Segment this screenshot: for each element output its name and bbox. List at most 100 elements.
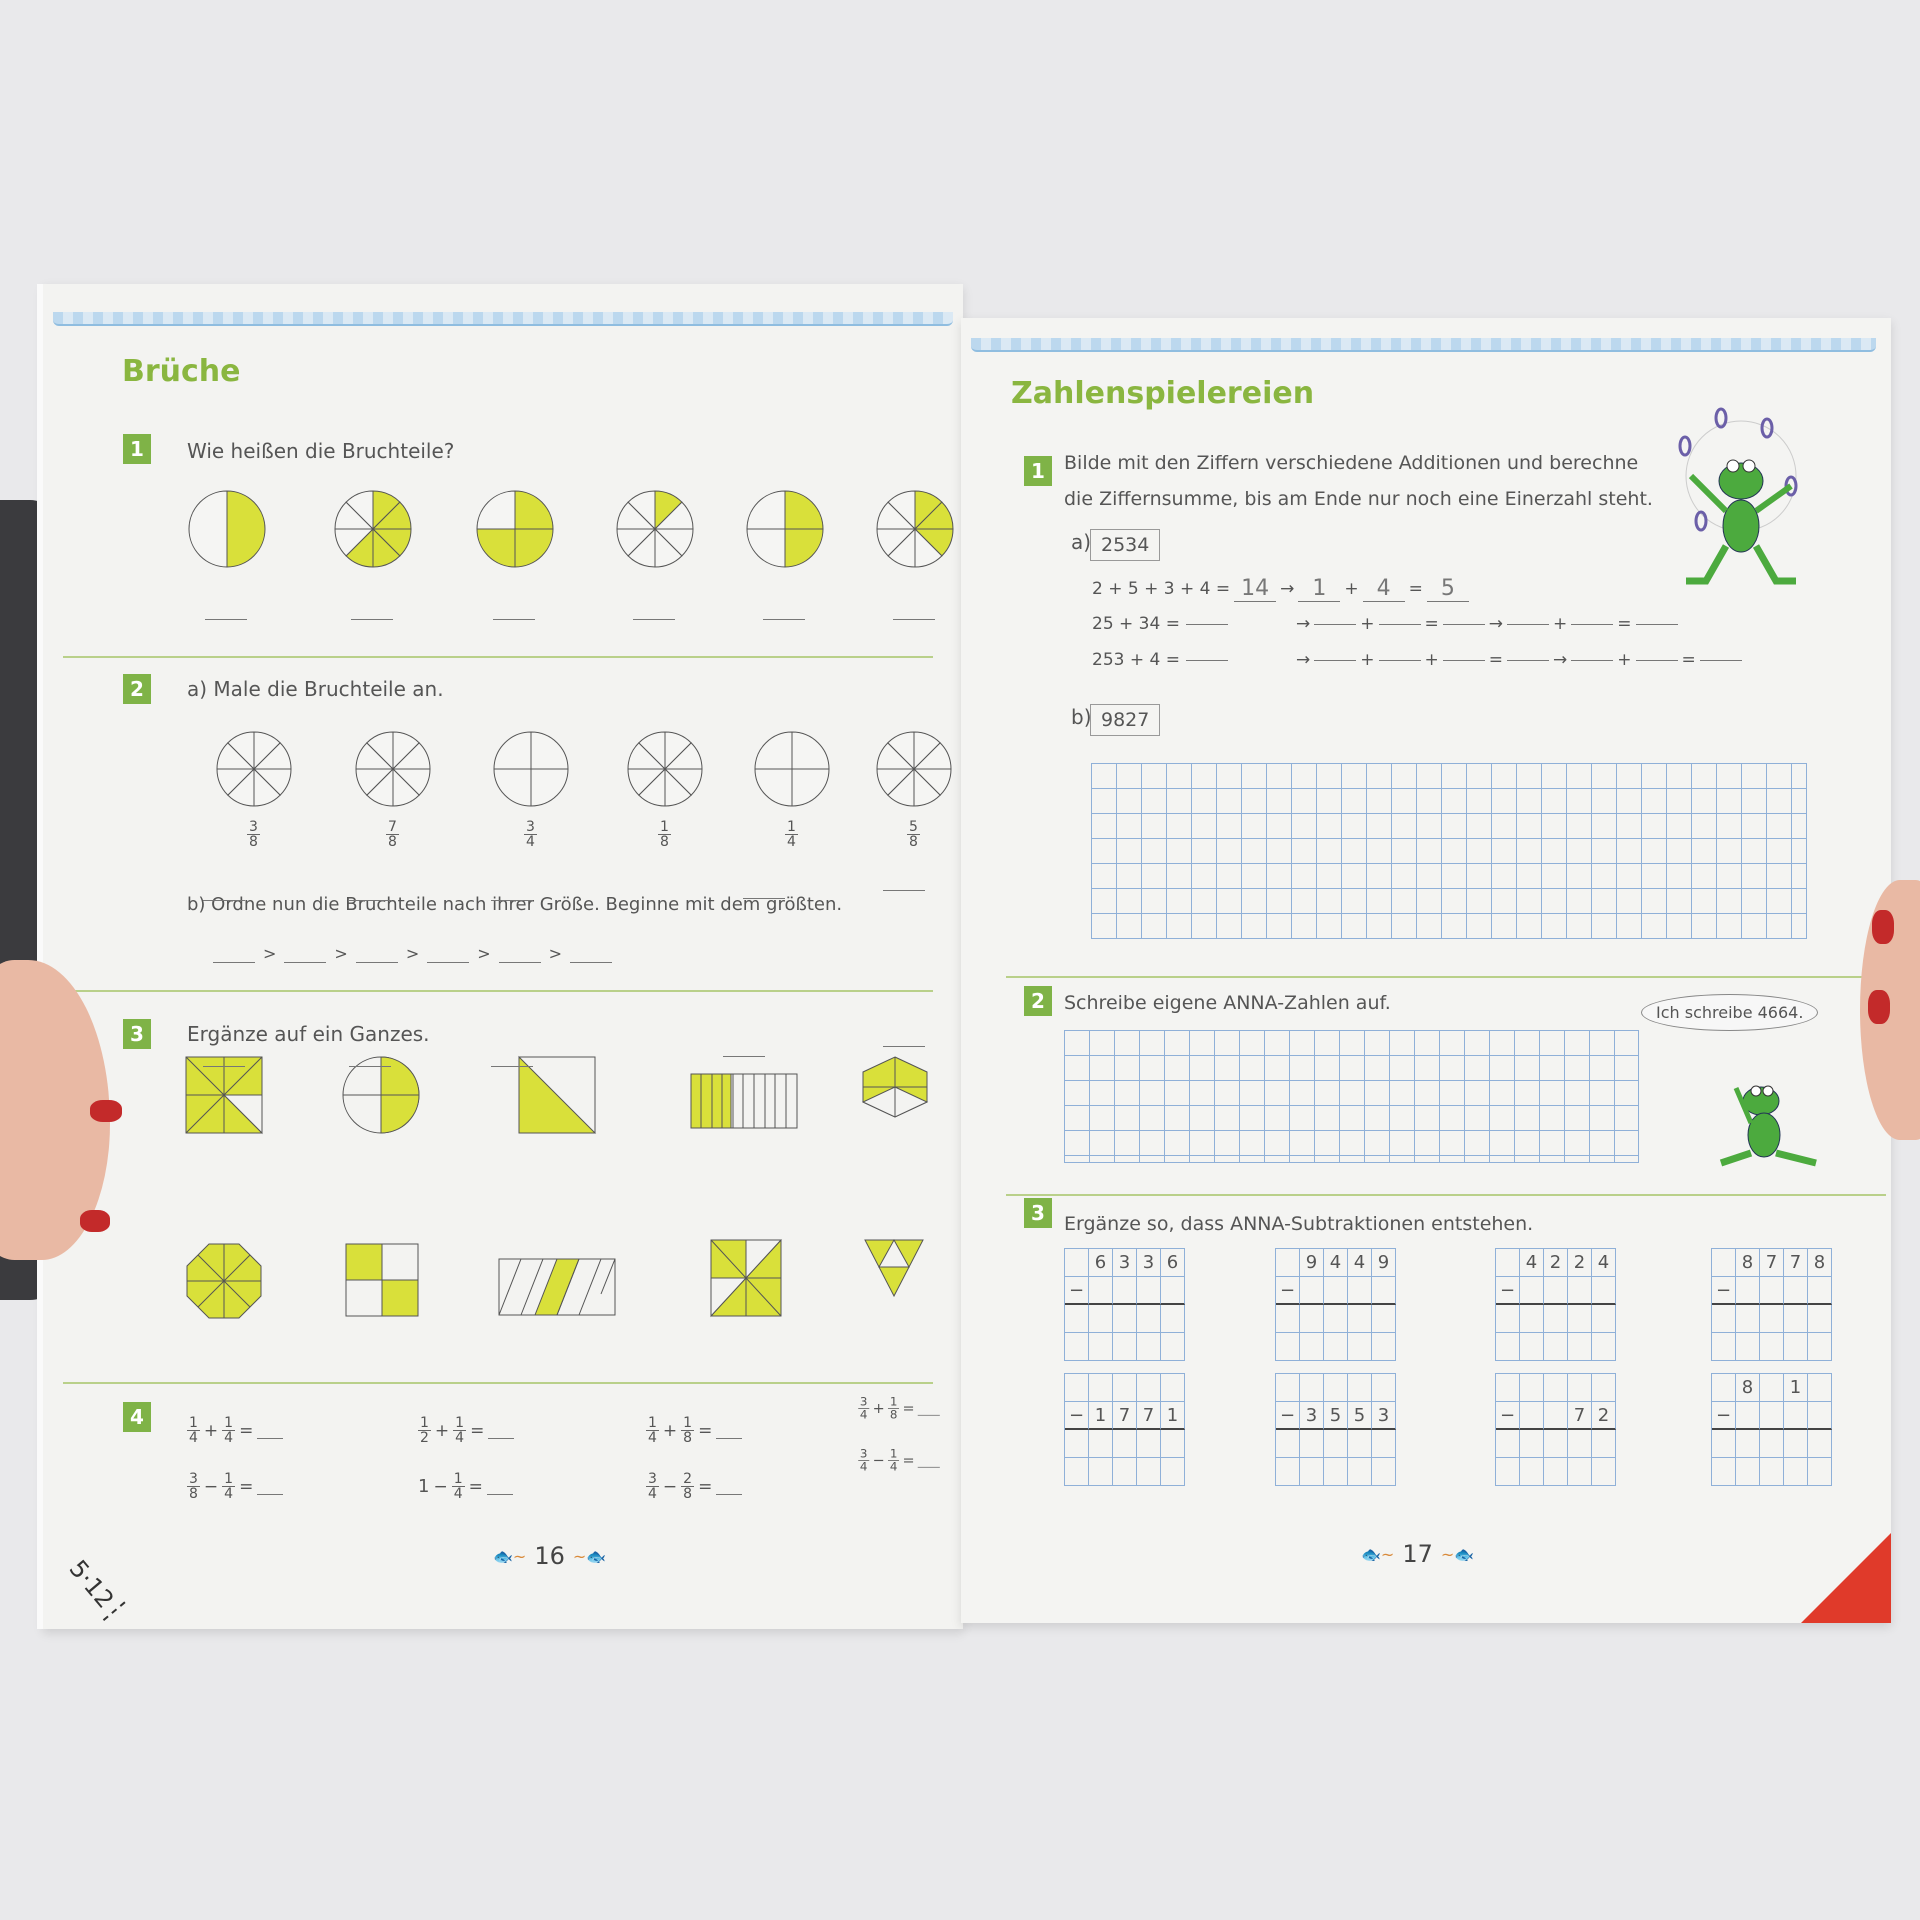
filled-answer: 4 bbox=[1362, 576, 1405, 602]
answer-blank[interactable] bbox=[213, 962, 255, 963]
digit-cell bbox=[1276, 1249, 1300, 1277]
shape-triangle bbox=[864, 1238, 924, 1298]
instruction: b) Ordne nun die Bruchteile nach ihrer G… bbox=[187, 894, 843, 915]
answer-cell bbox=[1065, 1333, 1089, 1361]
pie-circle bbox=[876, 731, 952, 807]
greater-sign: > bbox=[263, 944, 277, 963]
digit-cell: 9 bbox=[1372, 1249, 1396, 1277]
digit-cell: 8 bbox=[1808, 1249, 1832, 1277]
answer-cell bbox=[1736, 1333, 1760, 1361]
pie-slice bbox=[476, 490, 516, 530]
page-number: 16 bbox=[534, 1542, 565, 1570]
digit-cell: − bbox=[1276, 1277, 1300, 1305]
nail bbox=[90, 1100, 122, 1122]
digit-cell: 3 bbox=[1113, 1249, 1137, 1277]
subtraction-grid[interactable]: 9 4 4 9− bbox=[1275, 1248, 1396, 1361]
answer-cell bbox=[1065, 1430, 1089, 1458]
digit-cell: 4 bbox=[1520, 1249, 1544, 1277]
subtraction-grid[interactable]: 4 2 2 4− bbox=[1495, 1248, 1616, 1361]
subtraction-grid[interactable]: − 7 2 bbox=[1495, 1373, 1616, 1486]
pie-slice bbox=[784, 490, 824, 530]
divider bbox=[1006, 1194, 1886, 1196]
answer-cell bbox=[1736, 1430, 1760, 1458]
answer-blank[interactable] bbox=[427, 962, 470, 963]
answer-cell bbox=[1161, 1333, 1185, 1361]
pie-circle bbox=[627, 731, 703, 807]
digit-cell bbox=[1520, 1374, 1544, 1402]
answer-blank[interactable] bbox=[570, 962, 613, 963]
pie-circle bbox=[754, 731, 830, 807]
answer-cell bbox=[1712, 1305, 1736, 1333]
denominator: 8 bbox=[909, 834, 918, 850]
digit-cell: − bbox=[1712, 1277, 1736, 1305]
pie-slice bbox=[514, 490, 554, 530]
denominator: 8 bbox=[388, 834, 397, 850]
answer-cell bbox=[1784, 1305, 1808, 1333]
shape-parallelograms bbox=[498, 1258, 616, 1316]
writing-grid[interactable] bbox=[1064, 1030, 1639, 1163]
subtraction-grid[interactable]: 8 7 7 8− bbox=[1711, 1248, 1832, 1361]
answer-blank[interactable] bbox=[355, 962, 398, 963]
answer-blank bbox=[493, 619, 535, 620]
answer-cell bbox=[1065, 1458, 1089, 1486]
fraction-exercise: 3 4−1 4 = bbox=[858, 1447, 941, 1474]
wave-border bbox=[971, 338, 1876, 352]
answer-cell bbox=[1137, 1333, 1161, 1361]
digit-cell: 8 bbox=[1736, 1374, 1760, 1402]
digit-cell: 3 bbox=[1372, 1402, 1396, 1430]
digit-cell bbox=[1520, 1402, 1544, 1430]
answer-blank bbox=[883, 1046, 925, 1047]
empty-pie bbox=[354, 730, 432, 812]
pie-slice bbox=[887, 490, 916, 531]
digit-cell: 1 bbox=[1784, 1374, 1808, 1402]
writing-grid[interactable] bbox=[1091, 763, 1807, 939]
greater-sign: > bbox=[477, 944, 491, 963]
answer-cell bbox=[1372, 1430, 1396, 1458]
digit-cell bbox=[1065, 1249, 1089, 1277]
equation-row-3: 253 + 4 = → + + = → + = bbox=[1092, 650, 1742, 670]
pie-slice bbox=[627, 490, 656, 531]
digit-cell bbox=[1324, 1277, 1348, 1305]
digit-cell bbox=[1089, 1277, 1113, 1305]
subtraction-grid[interactable]: 6 3 3 6− bbox=[1064, 1248, 1185, 1361]
answer-cell bbox=[1348, 1430, 1372, 1458]
instruction: a) Male die Bruchteile an. bbox=[187, 677, 444, 701]
digit-cell: 1 bbox=[1089, 1402, 1113, 1430]
answer-cell bbox=[1276, 1430, 1300, 1458]
instruction: Ergänze auf ein Ganzes. bbox=[187, 1022, 430, 1046]
instruction: Wie heißen die Bruchteile? bbox=[187, 439, 455, 463]
fraction-exercise: 3 8−1 4 = bbox=[187, 1472, 284, 1501]
subtraction-grid[interactable]: −1 7 7 1 bbox=[1064, 1373, 1185, 1486]
answer-blank bbox=[723, 1056, 765, 1057]
pie-slice bbox=[746, 528, 786, 568]
answer-blank[interactable] bbox=[498, 962, 541, 963]
subtraction-grid[interactable]: −3 5 5 3 bbox=[1275, 1373, 1396, 1486]
answer-cell bbox=[1760, 1333, 1784, 1361]
digit-cell: 6 bbox=[1089, 1249, 1113, 1277]
fraction-exercise: 1−1 4 = bbox=[418, 1472, 513, 1501]
digit-cell: 3 bbox=[1137, 1249, 1161, 1277]
empty-pie bbox=[626, 730, 704, 812]
answer-cell bbox=[1137, 1305, 1161, 1333]
answer-cell bbox=[1568, 1333, 1592, 1361]
answer-cell bbox=[1137, 1430, 1161, 1458]
answer-cell bbox=[1065, 1305, 1089, 1333]
equation-row-1: 2 + 5 + 3 + 4 = 14 → 1 + 4 = 5 bbox=[1092, 576, 1469, 602]
digit-cell: 7 bbox=[1137, 1402, 1161, 1430]
answer-cell bbox=[1276, 1333, 1300, 1361]
subtraction-grid[interactable]: 8 1 − bbox=[1711, 1373, 1832, 1486]
answer-cell bbox=[1324, 1305, 1348, 1333]
fraction-exercise: 1 4 +1 4 = bbox=[187, 1416, 284, 1445]
digit-cell: 7 bbox=[1760, 1249, 1784, 1277]
digit-cell: 2 bbox=[1592, 1402, 1616, 1430]
pie-slice bbox=[791, 731, 830, 770]
answer-blank[interactable] bbox=[284, 962, 327, 963]
juggling-frog-illustration bbox=[1678, 407, 1798, 585]
digit-cell bbox=[1348, 1277, 1372, 1305]
answer-blank bbox=[763, 619, 805, 620]
number-box-b: 9827 bbox=[1090, 704, 1161, 736]
